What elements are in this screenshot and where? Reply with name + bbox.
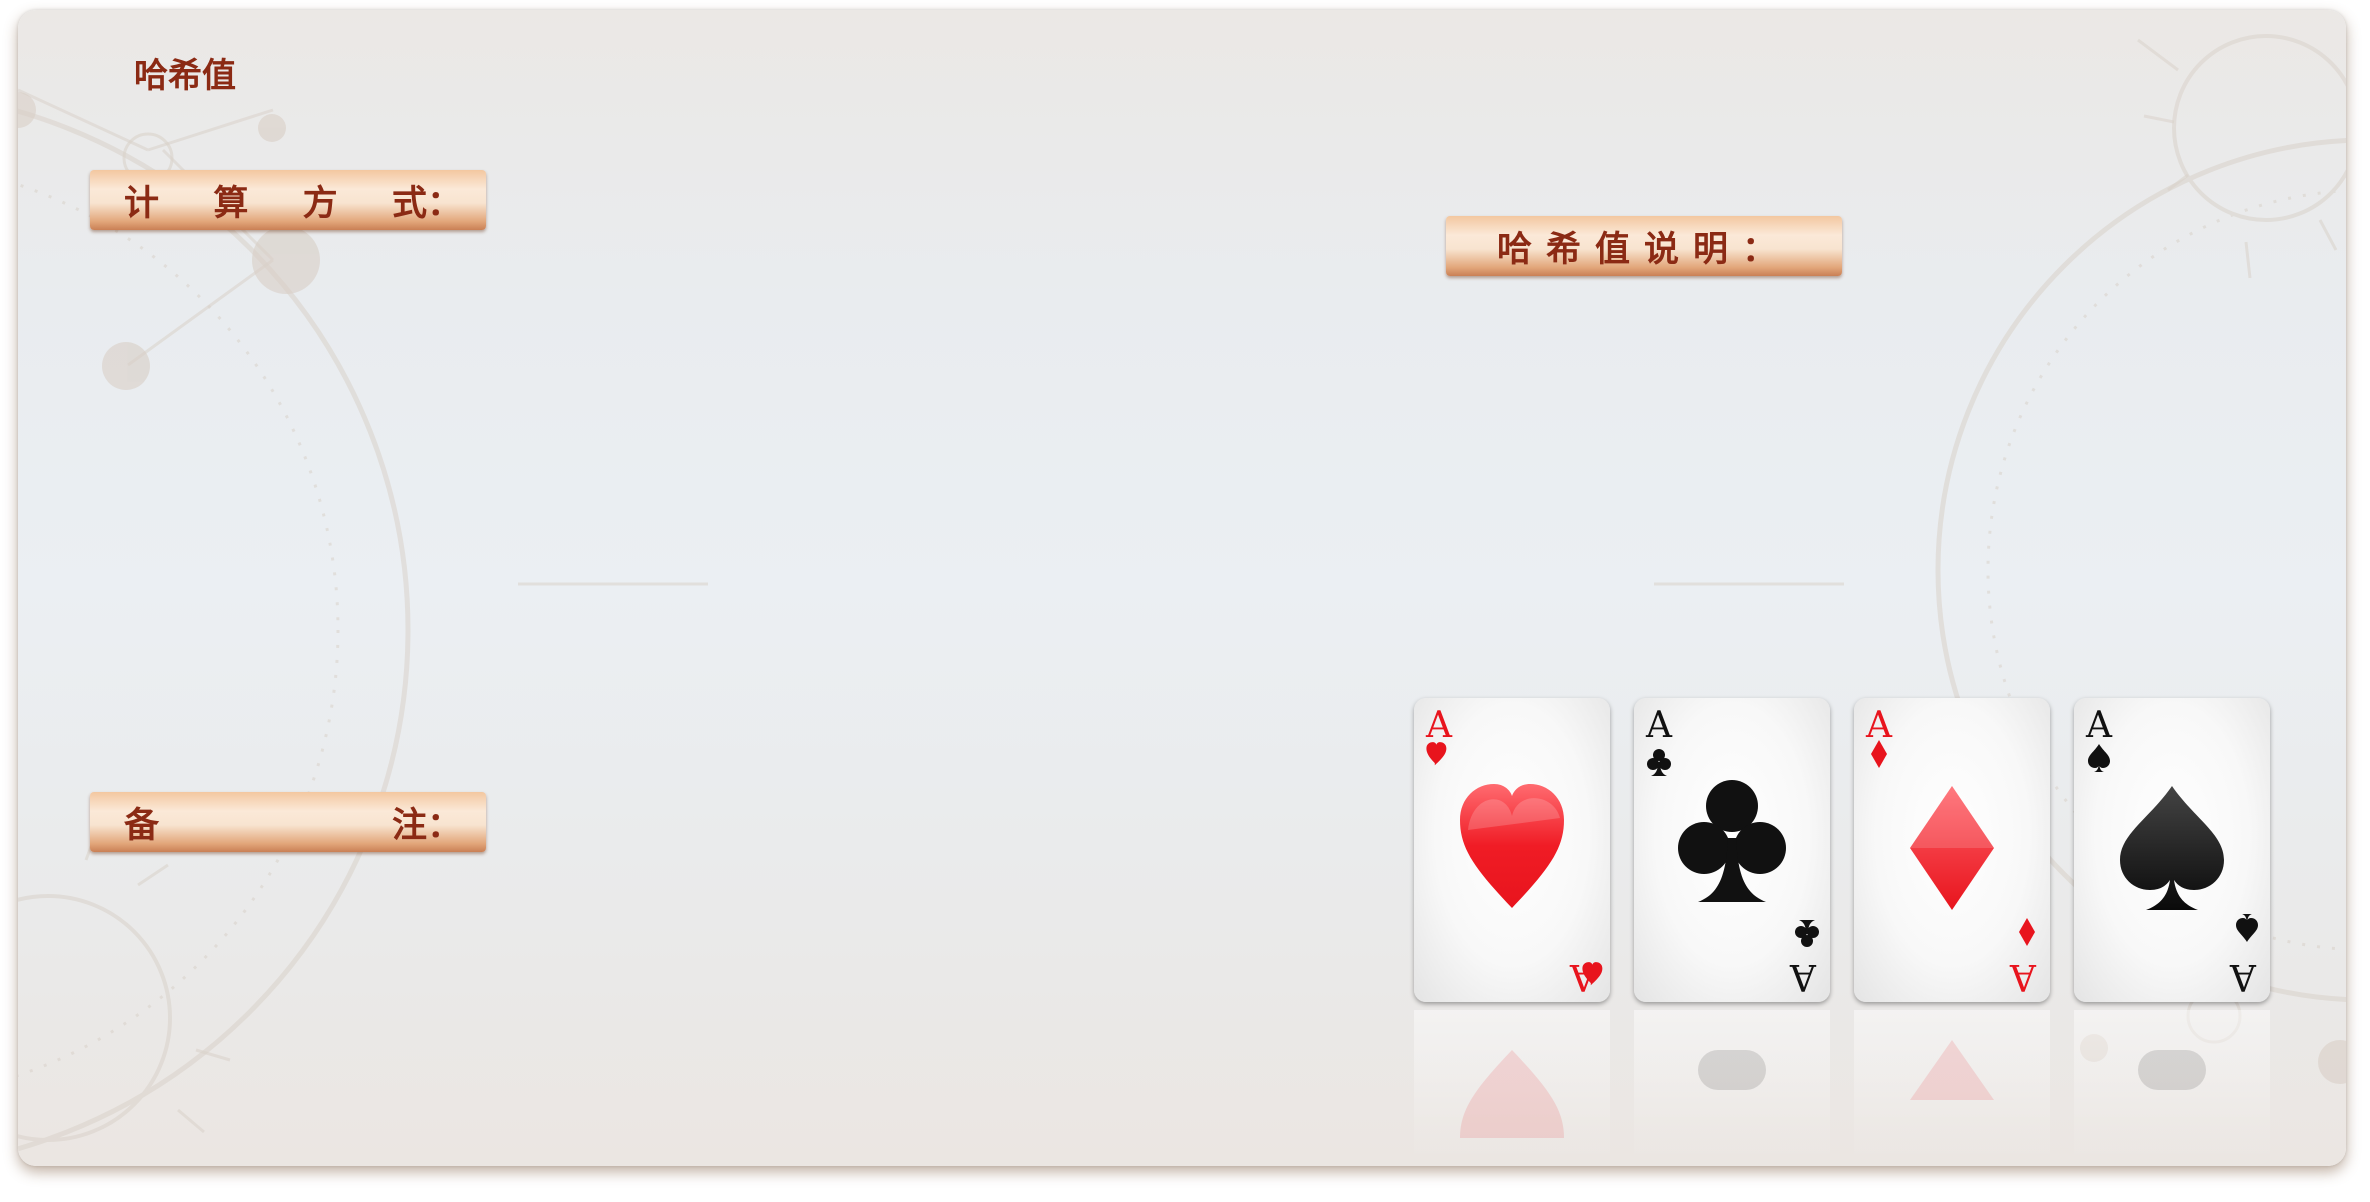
remarks-label-char: 注： — [391, 805, 462, 846]
calc-method-label-char: 计 — [124, 183, 160, 224]
hash-panel: 哈希值 计 算 方 式： 哈希值说明： 备 注： A A A A — [18, 10, 2346, 1166]
card-rank: A — [1866, 705, 1892, 746]
remarks-label-char: 备 — [124, 805, 160, 846]
card-rank: A — [2086, 705, 2112, 746]
ace-of-spades-card: A A — [2074, 698, 2270, 1002]
card-reflection — [2074, 1010, 2270, 1160]
club-icon — [1647, 749, 1819, 947]
calc-method-value — [90, 250, 1390, 750]
hash-description-label: 哈希值说明： — [1446, 216, 1842, 276]
card-reflection — [1634, 1010, 1830, 1160]
ace-of-clubs-card: A A — [1634, 698, 1830, 1002]
diamond-icon — [1871, 740, 2035, 946]
remarks-value — [90, 870, 1390, 1150]
background-decoration — [18, 34, 2346, 1152]
card-rank: A — [1426, 705, 1452, 746]
calc-method-label-char: 算 — [213, 183, 249, 224]
spade-icon — [2088, 744, 2258, 942]
calc-method-label-char: 式： — [391, 183, 462, 224]
heart-icon — [1426, 742, 1603, 986]
ace-of-diamonds-card: A A — [1854, 698, 2050, 1002]
card-reflection — [1854, 1010, 2050, 1160]
page-title: 哈希值 — [134, 56, 236, 96]
card-reflection — [1414, 1010, 1610, 1160]
calc-method-label: 计 算 方 式： — [90, 170, 486, 230]
card-rank: A — [1646, 705, 1672, 746]
ace-of-hearts-card: A A — [1414, 698, 1610, 1002]
remarks-label: 备 注： — [90, 792, 486, 852]
calc-method-label-char: 方 — [302, 183, 338, 224]
hash-description-value — [1446, 300, 2286, 660]
